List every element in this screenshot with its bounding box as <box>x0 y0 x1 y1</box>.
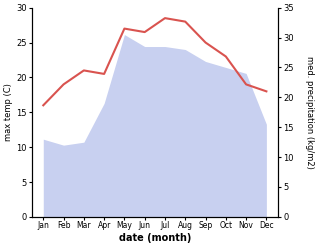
X-axis label: date (month): date (month) <box>119 233 191 243</box>
Y-axis label: med. precipitation (kg/m2): med. precipitation (kg/m2) <box>305 56 314 169</box>
Y-axis label: max temp (C): max temp (C) <box>4 83 13 141</box>
